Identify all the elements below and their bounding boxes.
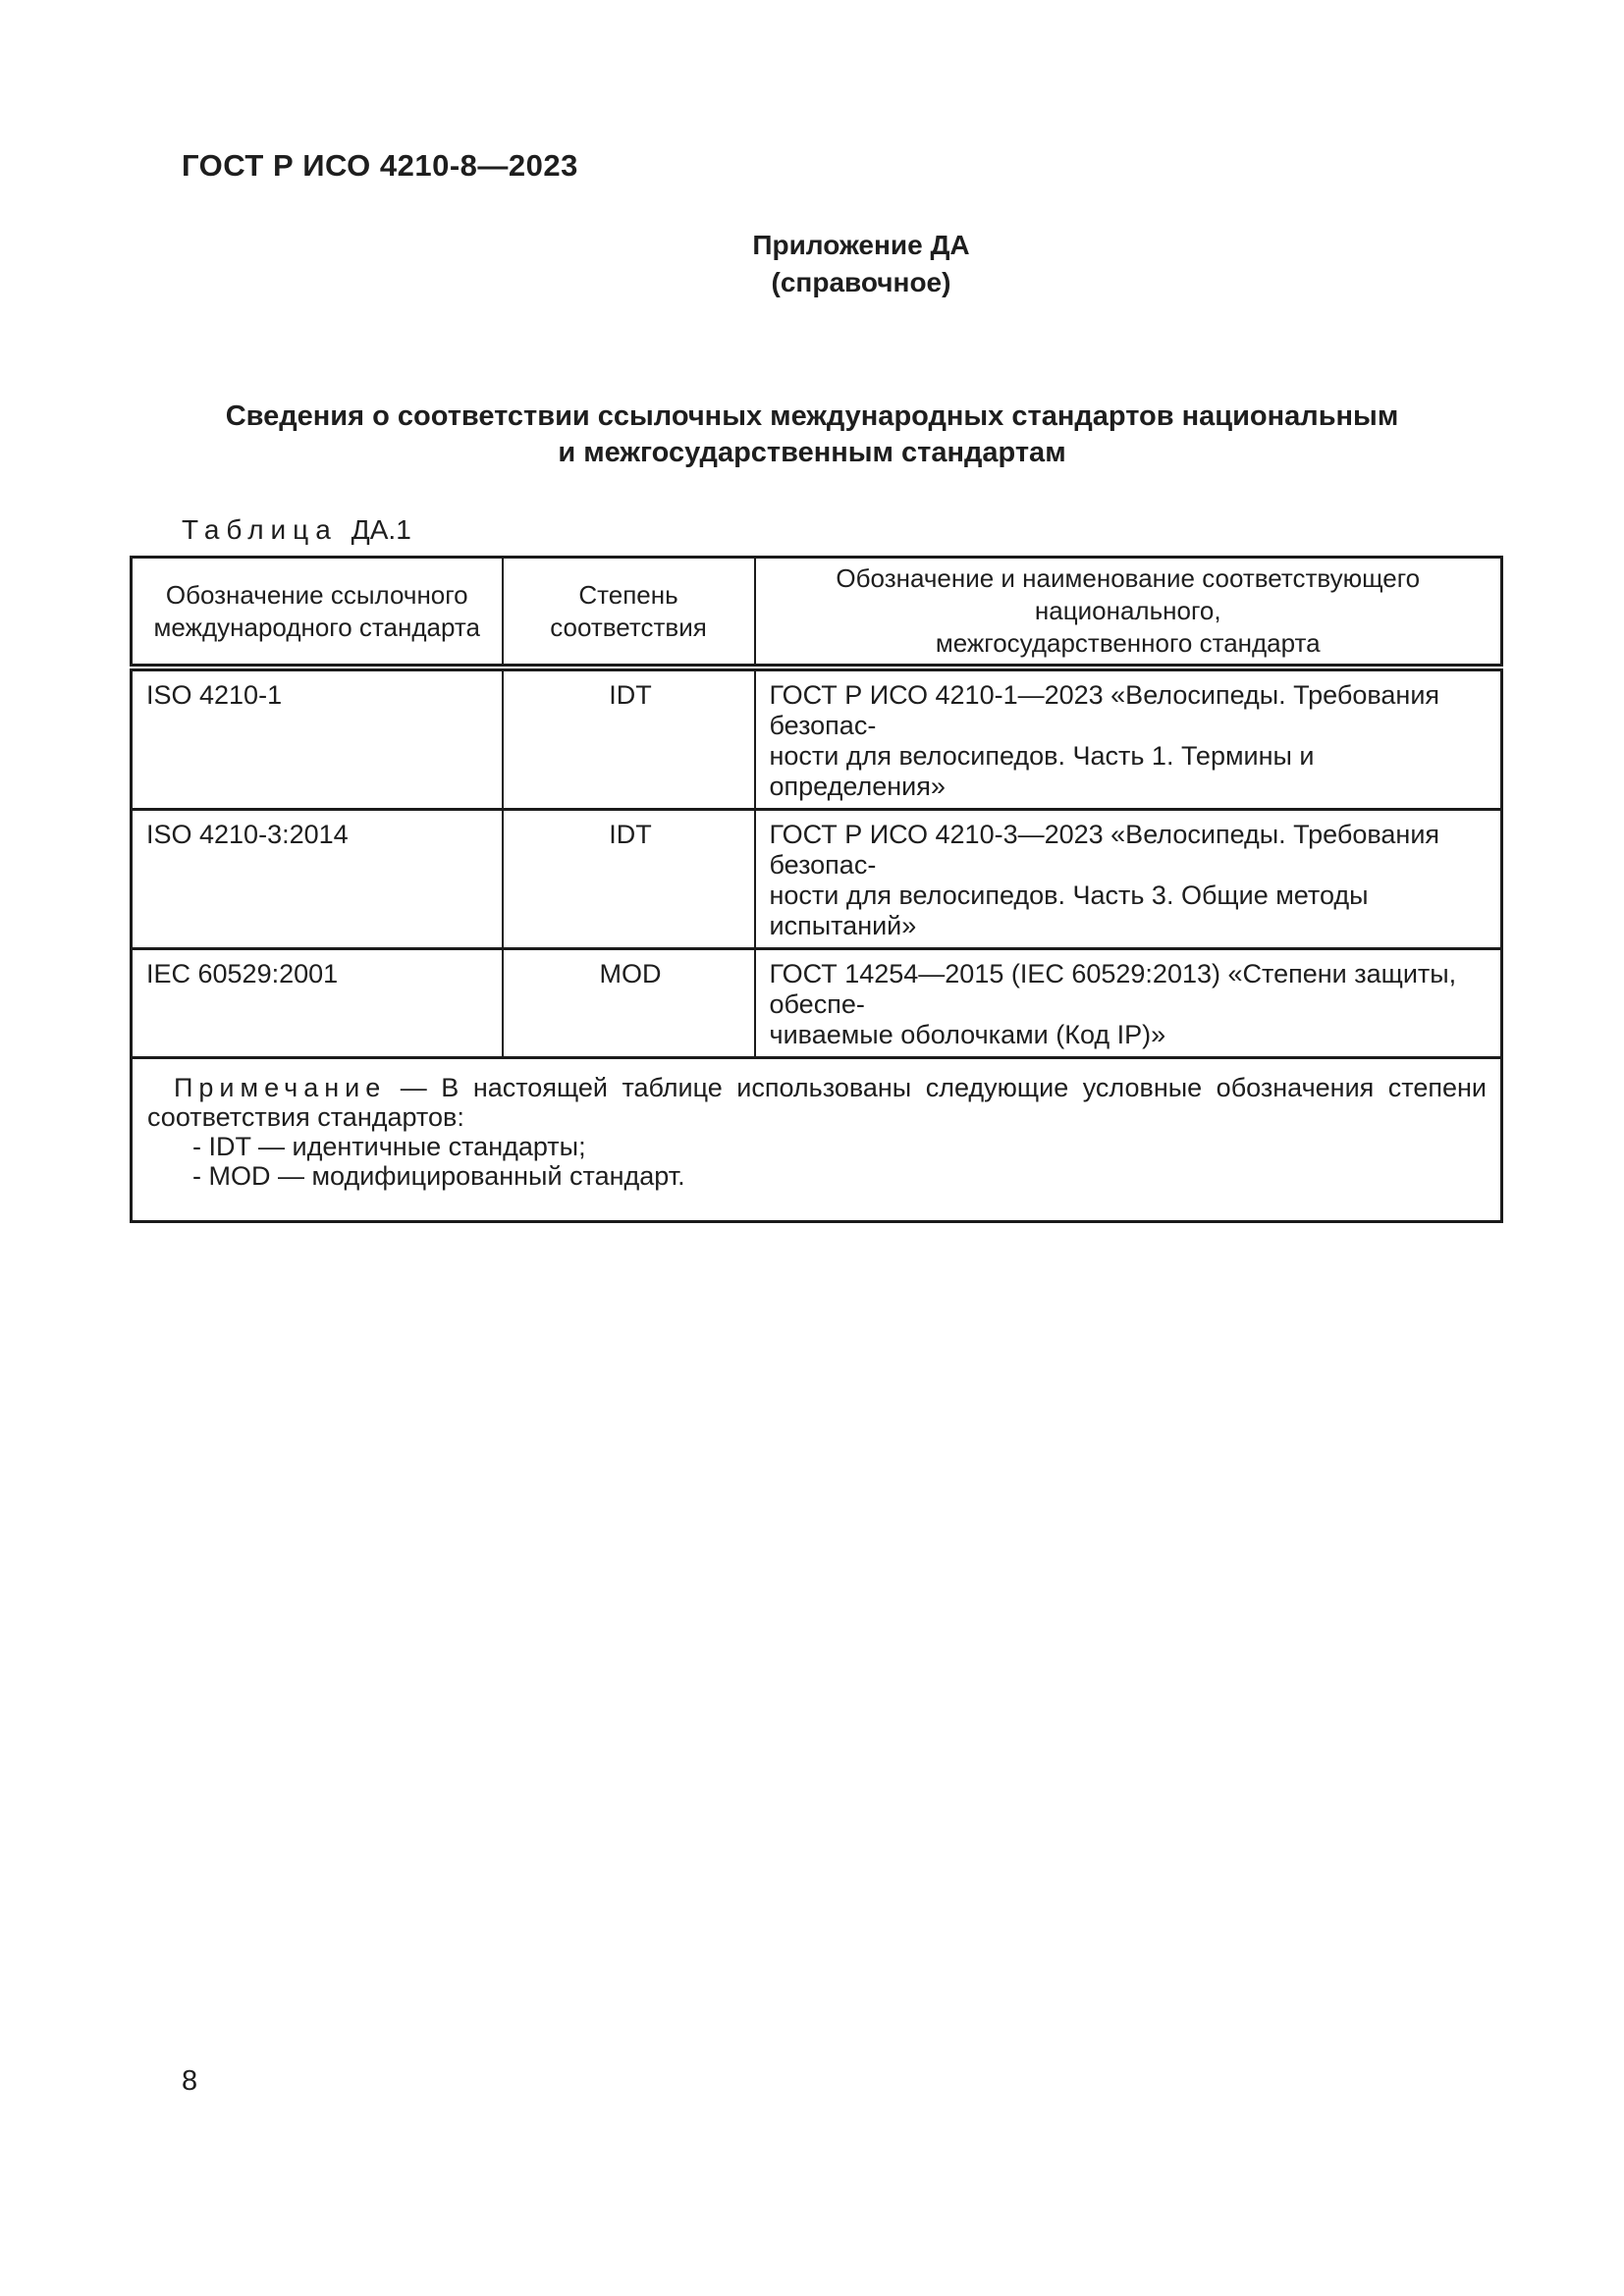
cell-national-standard: ГОСТ Р ИСО 4210-3—2023 «Велосипеды. Треб… <box>753 808 1503 950</box>
annex-heading: Приложение ДА (справочное) <box>752 227 969 301</box>
section-title: Сведения о соответствии ссылочных междун… <box>225 400 1399 468</box>
cell-reference-standard: ISO 4210-1 <box>130 667 504 811</box>
table-caption: Таблица ДА.1 <box>182 514 411 546</box>
page-number: 8 <box>182 2065 198 2097</box>
table-row: ISO 4210-1 IDT ГОСТ Р ИСО 4210-1—2023 «В… <box>130 667 1503 811</box>
cell-degree: IDT <box>501 667 756 811</box>
note-first-line-text: — В настоящей таблице использованы следу… <box>400 1073 1487 1102</box>
note-second-line: соответствия стандартов: <box>147 1102 464 1132</box>
annex-title: Приложение ДА <box>752 230 970 260</box>
cell-degree: IDT <box>501 808 756 950</box>
note-label: Примечание <box>174 1073 387 1102</box>
table-header-row: Обозначение ссылочного международного ст… <box>130 556 1503 671</box>
note-item-mod: - MOD — модифицированный стандарт. <box>192 1161 685 1191</box>
note-first-line: Примечание — В настоящей таблице использ… <box>147 1073 1487 1102</box>
cell-national-standard: ГОСТ Р ИСО 4210-1—2023 «Велосипеды. Треб… <box>753 667 1503 811</box>
column-header-reference-standard: Обозначение ссылочного международного ст… <box>130 556 504 671</box>
column-header-national-standard: Обозначение и наименование соответствующ… <box>753 556 1503 671</box>
cell-national-standard: ГОСТ 14254—2015 (IEC 60529:2013) «Степен… <box>753 947 1503 1059</box>
table-note-cell: Примечание — В настоящей таблице использ… <box>130 1056 1503 1223</box>
correspondence-table: Обозначение ссылочного международного ст… <box>130 556 1503 1223</box>
table-note-row: Примечание — В настоящей таблице использ… <box>130 1056 1503 1223</box>
cell-reference-standard: IEC 60529:2001 <box>130 947 504 1059</box>
document-code: ГОСТ Р ИСО 4210-8—2023 <box>182 148 578 183</box>
table-caption-label: Таблица <box>182 514 338 545</box>
table-row: ISO 4210-3:2014 IDT ГОСТ Р ИСО 4210-3—20… <box>130 808 1503 950</box>
cell-reference-standard: ISO 4210-3:2014 <box>130 808 504 950</box>
column-header-degree: Степень соответствия <box>501 556 756 671</box>
note-item-idt: - IDT — идентичные стандарты; <box>192 1132 586 1161</box>
annex-subtitle: (справочное) <box>771 267 951 297</box>
cell-degree: MOD <box>501 947 756 1059</box>
table-row: IEC 60529:2001 MOD ГОСТ 14254—2015 (IEC … <box>130 947 1503 1059</box>
table-caption-number: ДА.1 <box>351 514 411 545</box>
